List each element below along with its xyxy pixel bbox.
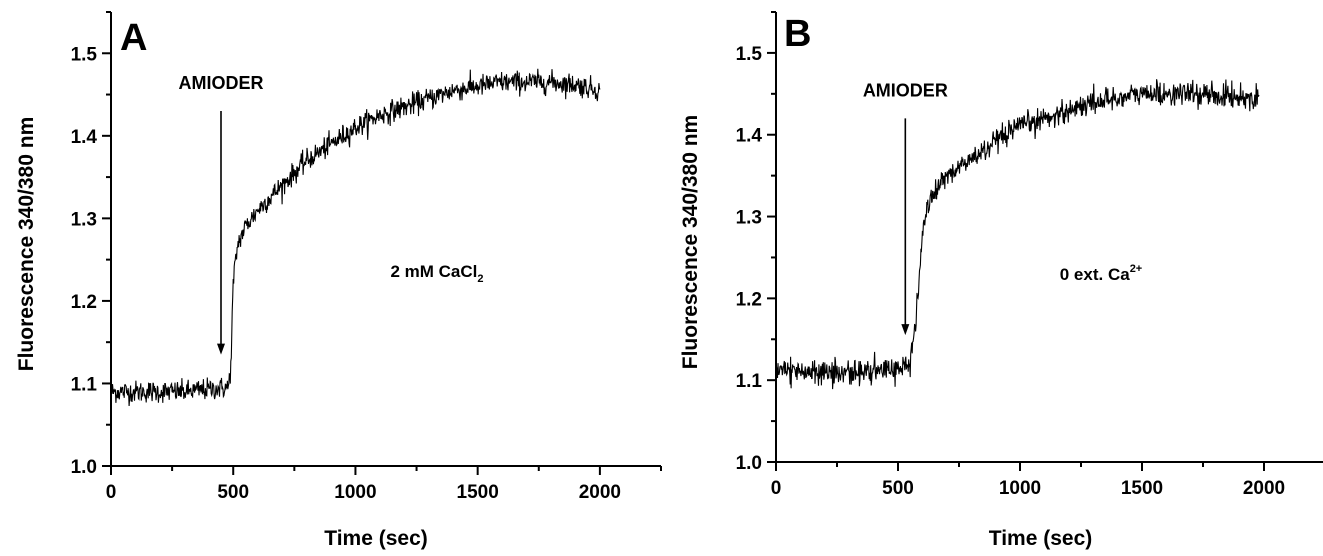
y-tick-label: 1.0 <box>736 453 762 474</box>
y-tick-label: 1.3 <box>71 209 97 230</box>
x-tick-label: 2000 <box>1243 478 1285 499</box>
y-tick-label: 1.1 <box>736 371 763 392</box>
condition-main: 0 ext. Ca <box>1060 265 1130 284</box>
panel-a: 0 500 1000 1500 2000 1.0 1.1 1.2 1.3 1.4 1.5 Time (… <box>15 11 662 550</box>
y-tick-label: 1.1 <box>71 374 98 395</box>
y-tick-label: 1.0 <box>71 457 97 478</box>
x-tick-label: 1500 <box>457 482 499 503</box>
x-tick-label: 0 <box>771 478 782 499</box>
condition-label: 0 ext. Ca2+ <box>1060 263 1142 284</box>
condition-subscript: 2 <box>477 273 483 285</box>
x-tick-label: 2000 <box>579 482 621 503</box>
y-tick-label: 1.2 <box>736 289 762 310</box>
condition-main: 2 mM CaCl <box>390 262 477 281</box>
amioder-label: AMIODER <box>863 80 948 100</box>
panel-b: 0 500 1000 1500 2000 1.0 1.1 1.2 1.3 1.4 1.5 Time (… <box>679 11 1323 550</box>
x-tick-label: 0 <box>106 482 117 503</box>
x-axis-label: Time (sec) <box>324 527 428 550</box>
x-tick-label: 1000 <box>334 482 376 503</box>
x-axis-label: Time (sec) <box>989 527 1093 550</box>
amioder-label: AMIODER <box>179 73 264 93</box>
panel-letter: B <box>784 13 811 55</box>
panel-letter: A <box>120 17 147 59</box>
x-tick-label: 500 <box>217 482 249 503</box>
condition-superscript: 2+ <box>1130 263 1143 275</box>
condition-label: 2 mM CaCl2 <box>390 262 483 285</box>
x-tick-label: 500 <box>882 478 914 499</box>
arrow-head <box>901 324 910 336</box>
fluorescence-trace <box>110 68 601 407</box>
fluorescence-trace <box>775 79 1260 390</box>
y-tick-label: 1.4 <box>736 126 763 147</box>
y-axis-label: Fluorescence 340/380 nm <box>15 117 38 371</box>
y-axis-label: Fluorescence 340/380 nm <box>679 115 702 369</box>
x-tick-label: 1500 <box>1121 478 1163 499</box>
y-tick-label: 1.5 <box>71 44 98 65</box>
y-tick-label: 1.3 <box>736 208 762 229</box>
y-tick-label: 1.5 <box>736 44 763 65</box>
x-tick-label: 1000 <box>999 478 1041 499</box>
arrow-head <box>217 343 225 355</box>
y-tick-label: 1.2 <box>71 292 97 313</box>
y-tick-label: 1.4 <box>71 127 98 148</box>
